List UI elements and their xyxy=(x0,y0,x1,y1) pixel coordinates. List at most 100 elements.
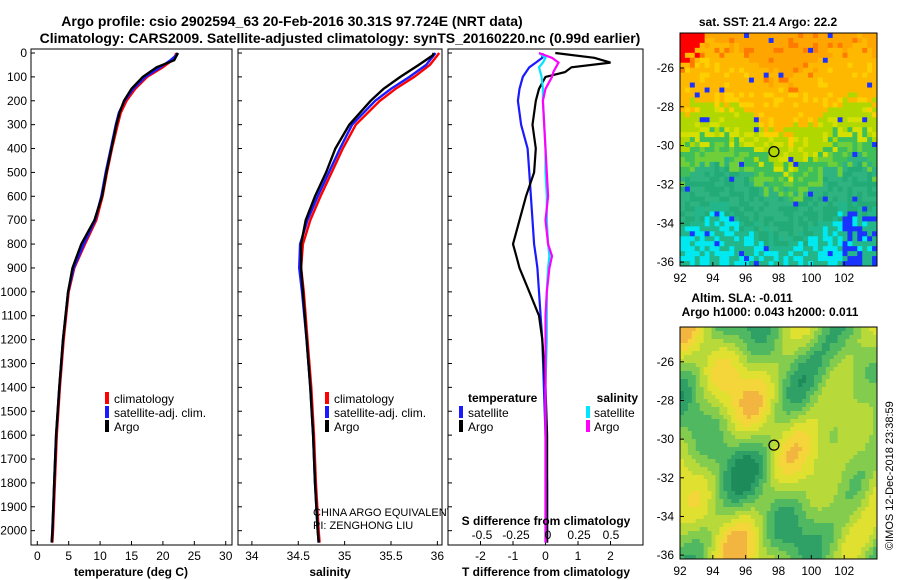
sst-cell xyxy=(744,52,750,59)
sla-cell xyxy=(841,503,846,508)
sla-cell xyxy=(739,439,744,444)
sla-cell xyxy=(865,515,870,520)
sla-cell xyxy=(758,343,764,348)
sla-cell xyxy=(715,467,720,472)
sst-cell xyxy=(867,196,873,202)
sla-cell xyxy=(766,395,772,400)
sst-cell xyxy=(729,171,735,178)
sst-cell xyxy=(862,216,868,222)
sla-cell xyxy=(778,451,783,456)
sst-cell xyxy=(684,117,691,123)
sla-cell xyxy=(778,423,783,428)
sla-cell xyxy=(774,343,779,348)
sst-cell xyxy=(817,87,824,93)
sla-cell xyxy=(750,475,756,480)
sst-cell xyxy=(704,47,710,54)
sst-cell xyxy=(734,186,740,193)
sla-cell xyxy=(802,415,807,420)
sla-cell xyxy=(703,431,708,436)
sla-cell xyxy=(817,507,823,512)
sst-cell xyxy=(798,216,804,222)
sla-cell xyxy=(857,447,862,452)
sla-cell xyxy=(719,351,724,356)
sst-cell xyxy=(689,122,696,128)
sla-cell xyxy=(703,387,708,392)
sst-cell xyxy=(704,102,710,108)
temperature-tick-label: 5 xyxy=(65,549,72,563)
sst-cell xyxy=(729,33,735,39)
sla-cell xyxy=(802,435,807,440)
sst-cell xyxy=(803,62,809,69)
sst-cell xyxy=(753,57,760,64)
sst-cell xyxy=(852,196,858,202)
sst-cell xyxy=(739,161,745,168)
sst-cell xyxy=(847,137,853,143)
sst-cell xyxy=(862,211,868,217)
sla-cell xyxy=(849,379,854,384)
sla-cell xyxy=(699,439,705,444)
sla-cell xyxy=(837,339,842,344)
sst-cell xyxy=(748,216,755,222)
sla-cell xyxy=(798,531,803,536)
sla-cell xyxy=(691,535,697,540)
sla-cell xyxy=(719,387,724,392)
sst-cell xyxy=(822,127,829,133)
sst-cell xyxy=(793,147,799,153)
sst-cell xyxy=(753,33,760,39)
sla-cell xyxy=(857,339,862,344)
sst-cell xyxy=(709,97,715,103)
sla-cell xyxy=(790,411,795,416)
sla-cell xyxy=(731,363,736,368)
sla-cell xyxy=(691,339,697,344)
sla-cell xyxy=(711,363,716,368)
sla-cell xyxy=(873,551,878,556)
sla-cell xyxy=(695,431,701,436)
sla-cell xyxy=(790,535,795,540)
sla-cell xyxy=(869,535,874,540)
sla-cell xyxy=(778,523,783,528)
sst-cell xyxy=(739,226,745,232)
sst-cell xyxy=(748,221,755,227)
sla-cell xyxy=(743,443,748,448)
sst-cell xyxy=(768,156,774,163)
sla-cell xyxy=(817,499,823,504)
sla-cell xyxy=(817,335,823,340)
sst-cell xyxy=(778,241,784,247)
sst-cell xyxy=(773,112,779,118)
sst-cell xyxy=(832,62,838,69)
legend-swatch-satellite xyxy=(105,406,109,418)
sla-cell xyxy=(798,535,803,540)
sst-cell xyxy=(689,196,696,202)
sla-cell xyxy=(849,355,854,360)
s-difference-tick-label: 0.5 xyxy=(603,528,620,542)
sla-cell xyxy=(845,347,850,352)
sst-cell xyxy=(689,132,696,138)
sla-cell xyxy=(857,335,862,340)
sla-cell xyxy=(687,375,693,380)
sst-cell xyxy=(768,171,774,178)
sla-cell xyxy=(735,375,740,380)
sla-cell xyxy=(810,483,815,488)
sst-cell xyxy=(852,142,858,148)
sst-cell xyxy=(827,186,834,193)
sst-cell xyxy=(793,201,799,207)
sst-cell xyxy=(680,226,686,232)
sla-cell xyxy=(813,555,819,560)
sst-cell xyxy=(709,161,715,168)
sla-cell xyxy=(699,543,705,548)
sst-cell xyxy=(734,37,740,44)
sst-cell xyxy=(729,181,735,188)
sst-cell xyxy=(812,77,819,83)
sla-cell xyxy=(802,487,807,492)
sla-cell xyxy=(750,503,756,508)
sst-cell xyxy=(842,166,848,173)
sla-cell xyxy=(695,463,701,468)
sla-cell xyxy=(869,375,874,380)
sla-cell xyxy=(845,375,850,380)
sst-cell xyxy=(714,72,720,79)
depth-tick-label: 2000 xyxy=(0,524,27,538)
sst-cell xyxy=(808,62,814,69)
sst-cell xyxy=(758,62,765,69)
sla-cell xyxy=(735,419,740,424)
